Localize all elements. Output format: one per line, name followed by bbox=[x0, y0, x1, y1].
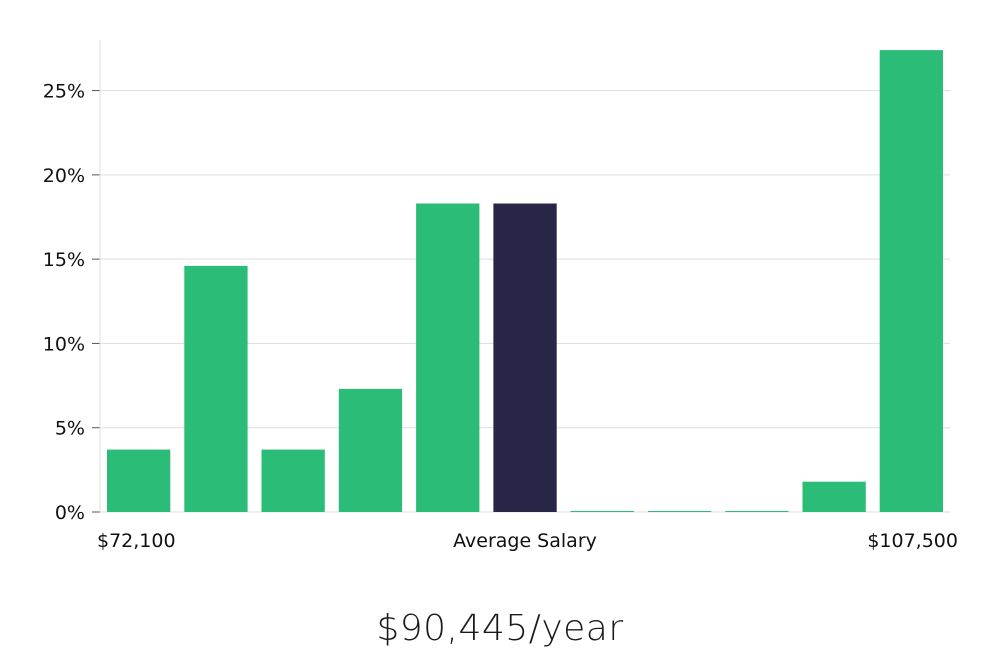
bar bbox=[802, 481, 866, 512]
y-tick-label: 10% bbox=[43, 333, 85, 355]
y-axis bbox=[92, 40, 101, 513]
bar bbox=[261, 449, 325, 512]
bars bbox=[107, 50, 943, 512]
salary-histogram-chart: 0% 5% 10% 15% 20% 25% $72,100 Average Salary … bbox=[43, 40, 958, 552]
y-tick-label: 0% bbox=[55, 502, 85, 524]
bar-average-salary bbox=[493, 203, 557, 512]
bar bbox=[416, 203, 480, 512]
y-tick-label: 5% bbox=[55, 418, 85, 440]
bar bbox=[107, 449, 171, 512]
y-tick-label: 25% bbox=[43, 81, 85, 103]
y-tick-label: 15% bbox=[43, 249, 85, 271]
bar bbox=[184, 265, 248, 512]
x-label-min: $72,100 bbox=[97, 530, 176, 552]
x-axis-labels: $72,100 Average Salary $107,500 bbox=[97, 530, 958, 552]
x-label-average: Average Salary bbox=[453, 530, 597, 552]
bar bbox=[338, 388, 403, 512]
bar bbox=[879, 50, 943, 512]
bar bbox=[647, 511, 712, 512]
bar bbox=[570, 511, 634, 512]
y-tick-labels: 0% 5% 10% 15% 20% 25% bbox=[43, 81, 85, 524]
y-tick-label: 20% bbox=[43, 165, 85, 187]
bar bbox=[725, 511, 789, 512]
x-label-max: $107,500 bbox=[867, 530, 958, 552]
average-salary-value: $90,445/year bbox=[376, 608, 624, 649]
